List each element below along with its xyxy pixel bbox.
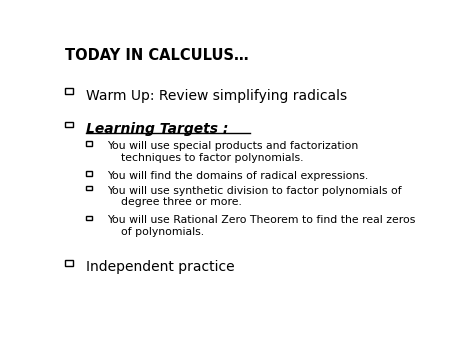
Bar [65, 122, 72, 127]
Text: Independent practice: Independent practice [86, 261, 234, 274]
Bar [86, 216, 92, 220]
Bar [86, 141, 92, 146]
Text: You will find the domains of radical expressions.: You will find the domains of radical exp… [107, 171, 368, 181]
Text: You will use Rational Zero Theorem to find the real zeros
    of polynomials.: You will use Rational Zero Theorem to fi… [107, 215, 415, 237]
Text: TODAY IN CALCULUS…: TODAY IN CALCULUS… [65, 48, 248, 63]
Text: Warm Up: Review simplifying radicals: Warm Up: Review simplifying radicals [86, 89, 347, 103]
Text: You will use synthetic division to factor polynomials of
    degree three or mor: You will use synthetic division to facto… [107, 186, 401, 207]
Bar [65, 89, 72, 94]
Bar [86, 171, 92, 175]
Bar [86, 186, 92, 190]
Text: Learning Targets :: Learning Targets : [86, 122, 228, 136]
Bar [65, 260, 72, 266]
Text: You will use special products and factorization
    techniques to factor polynom: You will use special products and factor… [107, 141, 358, 163]
